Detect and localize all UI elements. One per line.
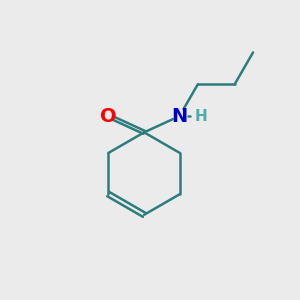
Text: O: O — [100, 106, 117, 126]
Text: H: H — [195, 109, 207, 124]
Text: N: N — [171, 106, 188, 126]
